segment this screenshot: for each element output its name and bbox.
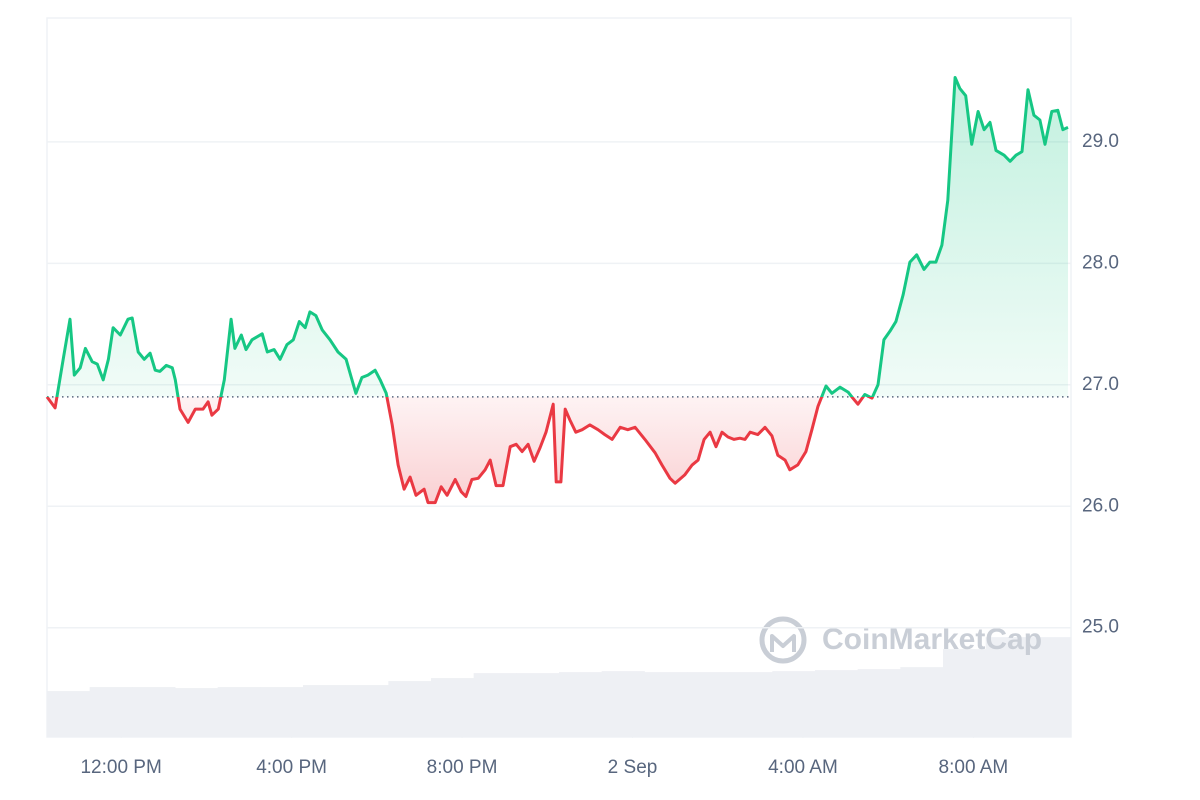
volume-bar — [388, 681, 432, 737]
volume-bar — [687, 672, 731, 737]
x-tick-label: 4:00 AM — [768, 757, 838, 778]
volume-bar — [175, 688, 219, 737]
volume-bar — [943, 649, 987, 737]
price-line — [45, 76, 1069, 505]
x-tick-label: 8:00 PM — [427, 757, 498, 778]
volume-bar — [47, 691, 91, 737]
x-tick-label: 8:00 AM — [939, 757, 1009, 778]
volume-bar — [644, 672, 688, 737]
x-tick-label: 4:00 PM — [256, 757, 327, 778]
y-tick-label: 27.0 — [1082, 374, 1119, 395]
x-tick-label: 12:00 PM — [80, 757, 161, 778]
volume-bar — [89, 687, 133, 737]
volume-bar — [1028, 637, 1072, 737]
y-tick-label: 26.0 — [1082, 495, 1119, 516]
volume-bar — [772, 671, 816, 737]
volume-bar — [260, 687, 304, 737]
volume-bar — [729, 672, 773, 737]
volume-bar — [303, 685, 347, 737]
volume-bar — [900, 667, 944, 737]
volume-bar — [516, 673, 560, 737]
volume-bar — [473, 673, 517, 737]
volume-bar — [559, 672, 603, 737]
volume-bar — [815, 670, 859, 737]
y-tick-label: 29.0 — [1082, 131, 1119, 152]
volume-bar — [132, 687, 176, 737]
y-tick-label: 25.0 — [1082, 617, 1119, 638]
volume-bar — [857, 669, 901, 737]
volume-bar — [345, 685, 389, 737]
volume-bar — [217, 687, 261, 737]
volume-bar — [985, 637, 1029, 737]
y-tick-label: 28.0 — [1082, 252, 1119, 273]
watermark: CoinMarketCap — [759, 616, 1042, 664]
volume-bar — [601, 671, 645, 737]
volume-bar — [431, 678, 475, 737]
x-tick-label: 2 Sep — [608, 757, 658, 778]
